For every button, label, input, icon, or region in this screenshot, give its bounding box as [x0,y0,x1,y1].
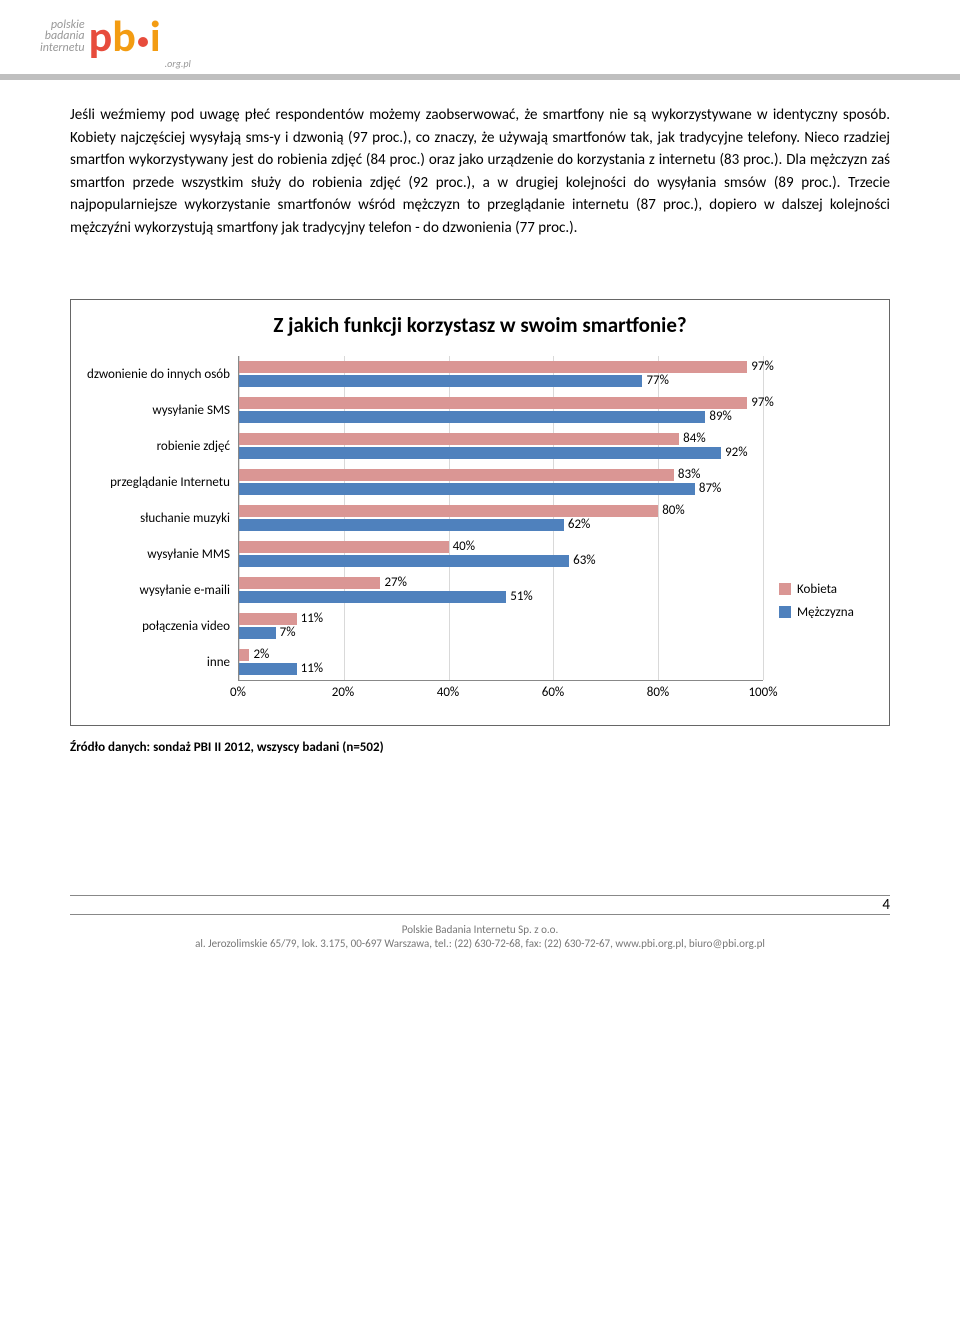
legend: Kobieta Mężczyzna [763,496,873,705]
bar-value-label: 89% [709,409,731,424]
bar-value-label: 77% [646,373,668,388]
bar-kobieta [239,649,249,661]
chart-row: 40% 63% [239,536,763,572]
legend-label: Mężczyzna [797,605,854,620]
chart-row: 84% 92% [239,428,763,464]
bar-value-label: 97% [751,359,773,374]
bar-mężczyzna [239,555,569,567]
bar-value-label: 40% [453,539,475,554]
logo-text: polskie badania internetu [40,20,85,54]
chart-title: Z jakich funkcji korzystasz w swoim smar… [87,312,873,338]
bar-kobieta [239,613,297,625]
bar-mężczyzna [239,663,297,675]
page-number: 4 [70,895,890,915]
bar-mężczyzna [239,627,276,639]
chart-row: 11% 7% [239,608,763,644]
page-header: polskie badania internetu pbi .org.pl [0,0,960,80]
x-tick-label: 20% [332,685,354,700]
chart-row: 2% 11% [239,644,763,680]
x-tick-label: 80% [647,685,669,700]
bar-kobieta [239,433,679,445]
legend-swatch [779,583,791,595]
bar-mężczyzna [239,447,721,459]
y-label: przeglądanie Internetu [87,464,230,500]
bar-value-label: 92% [725,445,747,460]
chart-row: 27% 51% [239,572,763,608]
bar-value-label: 2% [253,647,269,662]
bar-value-label: 84% [683,431,705,446]
bar-value-label: 62% [568,517,590,532]
bar-mężczyzna [239,519,564,531]
x-tick-label: 0% [230,685,246,700]
x-axis: 0%20%40%60%80%100% [238,681,763,705]
body-paragraph: Jeśli weźmiemy pod uwagę płeć respondent… [70,104,890,239]
legend-item: Kobieta [779,582,873,597]
y-label: dzwonienie do innych osób [87,356,230,392]
chart-container: Z jakich funkcji korzystasz w swoim smar… [70,299,890,726]
logo-line-3: internetu [40,43,85,54]
y-label: słuchanie muzyki [87,500,230,536]
bar-value-label: 7% [280,625,296,640]
y-label: wysyłanie SMS [87,392,230,428]
bar-value-label: 97% [751,395,773,410]
bar-value-label: 11% [301,661,323,676]
footer-line-1: Polskie Badania Internetu Sp. z o.o. [70,923,890,937]
bar-kobieta [239,541,449,553]
logo-pbi: pbi [89,19,161,54]
bar-kobieta [239,397,747,409]
logo-domain: .org.pl [165,57,191,70]
bar-value-label: 63% [573,553,595,568]
bar-kobieta [239,577,380,589]
footer: Polskie Badania Internetu Sp. z o.o. al.… [70,923,890,952]
legend-item: Mężczyzna [779,605,873,620]
chart-row: 80% 62% [239,500,763,536]
y-label: połączenia video [87,608,230,644]
chart-row: 83%87% [239,464,763,500]
y-label: robienie zdjęć [87,428,230,464]
x-tick-label: 60% [542,685,564,700]
x-tick-label: 100% [748,685,777,700]
bar-mężczyzna [239,483,695,495]
y-label: wysyłanie e-maili [87,572,230,608]
chart-row: 97%77% [239,356,763,392]
bar-kobieta [239,469,674,481]
y-axis-labels: dzwonienie do innych osóbwysyłanie SMSro… [87,356,238,705]
legend-label: Kobieta [797,582,837,597]
bar-value-label: 80% [662,503,684,518]
legend-swatch [779,606,791,618]
bar-value-label: 11% [301,611,323,626]
bar-mężczyzna [239,375,642,387]
y-label: inne [87,644,230,680]
bar-mężczyzna [239,411,705,423]
y-label: wysyłanie MMS [87,536,230,572]
bar-value-label: 51% [510,589,532,604]
chart-row: 97%89% [239,392,763,428]
data-source: Źródło danych: sondaż PBI II 2012, wszys… [70,740,890,755]
bar-kobieta [239,361,747,373]
bar-kobieta [239,505,658,517]
bar-value-label: 83% [678,467,700,482]
bar-value-label: 27% [384,575,406,590]
x-tick-label: 40% [437,685,459,700]
plot-area: 97%77%97%89% 84% 92% 83%87% 80% 62% 40% 63% 27% 5… [238,356,763,681]
bar-mężczyzna [239,591,506,603]
footer-line-2: al. Jerozolimskie 65/79, lok. 3.175, 00-… [70,937,890,951]
bar-value-label: 87% [699,481,721,496]
